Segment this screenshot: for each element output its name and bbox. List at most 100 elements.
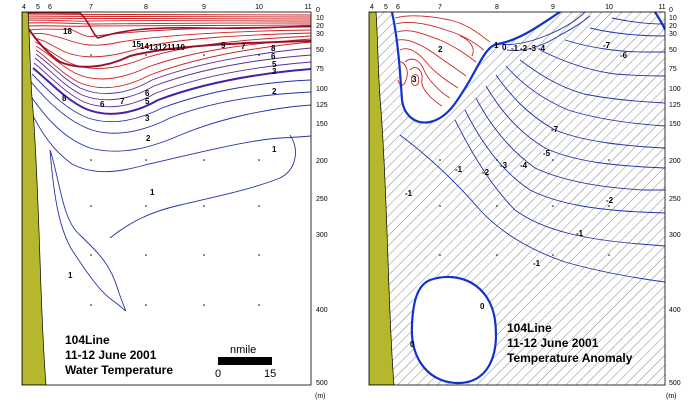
contour-label: 2: [146, 134, 151, 143]
station-label: 7: [438, 4, 442, 11]
right-contour-labels: 2 3 1 0 -1 -2 -3 -4 -7 -6 -7 -5 -4 -3 -2…: [405, 41, 628, 349]
contour-label: 7: [241, 42, 246, 51]
contour-label: 5: [272, 60, 277, 69]
station-dot: [496, 205, 498, 207]
contour-label: 8: [62, 94, 67, 103]
survey-date: 11-12 June 2001: [65, 348, 157, 362]
left-cool-contours: [29, 73, 311, 312]
contour-label: -2: [520, 44, 528, 53]
contour-line: [410, 275, 498, 385]
depth-label: 10: [316, 15, 324, 22]
contour-label: 1: [272, 145, 277, 154]
depth-label: 50: [316, 47, 324, 54]
station-dot: [90, 254, 92, 256]
station-label: 6: [396, 4, 400, 11]
depth-label: 75: [669, 66, 677, 73]
scale-bar-title: nmile: [230, 344, 256, 356]
scale-bar-start: 0: [215, 368, 221, 380]
depth-label: 300: [316, 232, 328, 239]
station-dot: [90, 159, 92, 161]
depth-label: 250: [669, 196, 681, 203]
contour-label: -4: [538, 44, 546, 53]
left-mid-contours: [33, 47, 311, 108]
contour-label: -5: [543, 149, 551, 158]
right-station-dots: [439, 159, 610, 256]
contour-line: [395, 21, 485, 51]
contour-label: 1: [150, 188, 155, 197]
station-dot: [90, 54, 92, 56]
contour-line: [499, 12, 586, 45]
depth-label: 150: [316, 121, 328, 128]
depth-label: 10: [669, 15, 677, 22]
contour-label: -1: [533, 259, 541, 268]
depth-label: 100: [669, 86, 681, 93]
station-label: 11: [658, 4, 665, 11]
contour-line: [29, 109, 311, 173]
scale-bar-end: 15: [264, 368, 276, 380]
right-panel: 4 5 6 7 8 9 10 11: [368, 4, 681, 400]
contour-label: 5: [145, 97, 150, 106]
contour-line: [22, 13, 311, 16]
contour-label: -2: [482, 168, 490, 177]
contour-label: 1: [494, 41, 499, 50]
station-label: 8: [495, 4, 499, 11]
contour-label: -3: [500, 161, 508, 170]
contour-label: -4: [520, 161, 528, 170]
left-panel: 4 5 6 7 8 9 10 11: [21, 4, 328, 400]
left-station-dots: [90, 54, 260, 306]
contour-line: [34, 54, 311, 101]
left-panel-station-labels: 4 5 6 7 8 9 10 11: [22, 4, 312, 11]
station-dot: [145, 54, 147, 56]
station-dot: [258, 54, 260, 56]
contour-line: [394, 15, 491, 43]
right-depth-axis: 0 10 20 30 50 75 100 125 150 200 250 300…: [666, 7, 681, 400]
depth-label: 20: [669, 23, 677, 30]
contour-line: [35, 41, 311, 88]
station-label: 8: [144, 4, 148, 11]
contour-line: [539, 49, 665, 77]
contour-label: 2: [272, 87, 277, 96]
depth-label: 500: [316, 380, 328, 387]
station-dot: [203, 159, 205, 161]
contour-line: [411, 74, 420, 87]
station-dot: [258, 304, 260, 306]
contour-line: [25, 22, 311, 25]
depth-label: 75: [316, 66, 324, 73]
contour-line: [485, 85, 665, 169]
contour-label: -1: [455, 165, 463, 174]
contour-line: [109, 134, 296, 239]
right-cool-contours: [399, 12, 665, 283]
station-dot: [439, 159, 441, 161]
contour-line: [409, 67, 443, 107]
contour-label: 11: [167, 43, 176, 52]
contour-label: -7: [603, 41, 611, 50]
station-label: 6: [48, 4, 52, 11]
contour-line: [564, 39, 665, 53]
contour-line: [396, 30, 477, 63]
contour-line: [506, 15, 591, 51]
station-dot: [145, 254, 147, 256]
depth-label: 200: [316, 158, 328, 165]
contour-label: 0: [502, 43, 507, 52]
coastline: [369, 12, 395, 385]
contour-line: [49, 149, 126, 312]
depth-label: 500: [669, 380, 681, 387]
station-label: 11: [304, 4, 311, 11]
depth-label: 50: [669, 47, 677, 54]
station-label: 10: [605, 4, 613, 11]
contour-label: -2: [606, 196, 614, 205]
station-dot: [258, 254, 260, 256]
contour-line: [34, 35, 311, 70]
depth-label: 250: [316, 196, 328, 203]
station-dot: [203, 205, 205, 207]
contour-line: [399, 48, 459, 89]
contour-label: 14: [140, 42, 149, 51]
contour-line: [390, 12, 561, 124]
station-dot: [552, 159, 554, 161]
station-dot: [203, 54, 205, 56]
station-dot: [439, 254, 441, 256]
contour-label: -6: [620, 51, 628, 60]
contour-label: 3: [412, 75, 417, 84]
depth-label: 30: [316, 31, 324, 38]
contour-label: 3: [145, 114, 150, 123]
